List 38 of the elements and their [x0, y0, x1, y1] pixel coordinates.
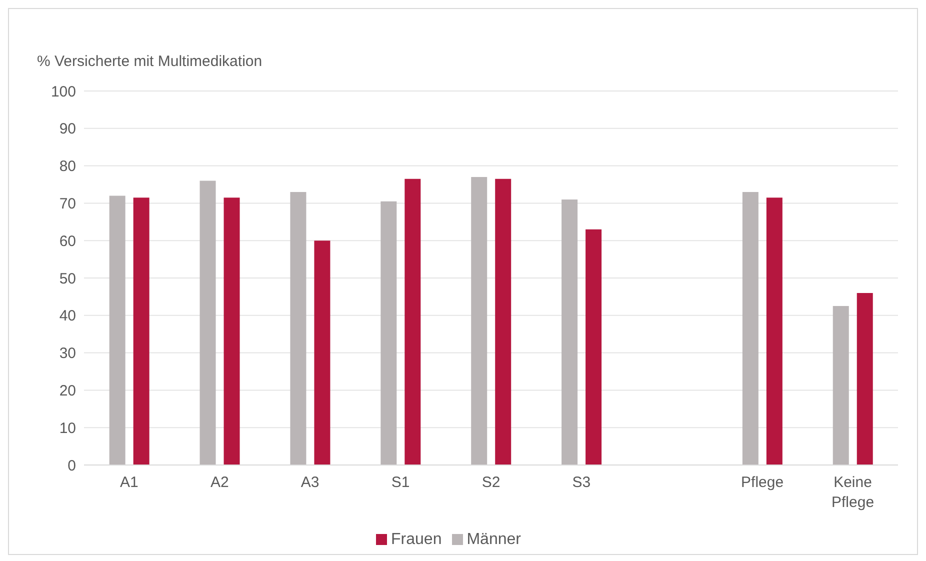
y-tick-label: 90: [59, 120, 76, 138]
bar: [290, 192, 306, 465]
x-tick-label: Pflege: [741, 474, 784, 491]
x-tick-label: Keine Pflege: [832, 474, 874, 511]
bar: [586, 229, 602, 465]
legend-label: Frauen: [391, 531, 442, 548]
y-tick-label: 0: [68, 457, 76, 474]
bar: [856, 292, 873, 465]
x-tick-label: A3: [300, 474, 320, 491]
bar: [832, 306, 849, 465]
bar: [314, 240, 330, 465]
bar: [133, 198, 150, 465]
y-tick-label: 70: [59, 196, 76, 213]
bar: [200, 180, 216, 465]
bar: [562, 199, 578, 465]
bar: [766, 198, 782, 465]
y-tick-label: 20: [59, 382, 76, 400]
bar: [380, 201, 397, 465]
y-tick-label: 60: [59, 232, 76, 250]
y-axis-title: % Versicherte mit Multimedikation: [37, 53, 262, 70]
y-tick-label: 10: [59, 420, 76, 437]
bar: [742, 192, 758, 465]
bar: [109, 196, 126, 465]
x-tick-label: A1: [120, 474, 138, 491]
bar: [224, 198, 240, 465]
x-tick-label: S2: [482, 474, 500, 491]
x-tick-label: A2: [210, 474, 229, 491]
legend-label: Männer: [466, 531, 521, 548]
y-tick-label: 50: [59, 270, 76, 288]
y-tick-label: 40: [59, 308, 76, 325]
x-tick-label: S3: [572, 474, 591, 491]
bar: [404, 178, 421, 465]
x-tick-label: S1: [391, 474, 410, 491]
y-tick-label: 100: [50, 83, 76, 100]
y-tick-label: 30: [59, 345, 76, 362]
y-tick-label: 80: [59, 158, 76, 176]
bar: [495, 178, 512, 465]
bar: [471, 177, 488, 465]
